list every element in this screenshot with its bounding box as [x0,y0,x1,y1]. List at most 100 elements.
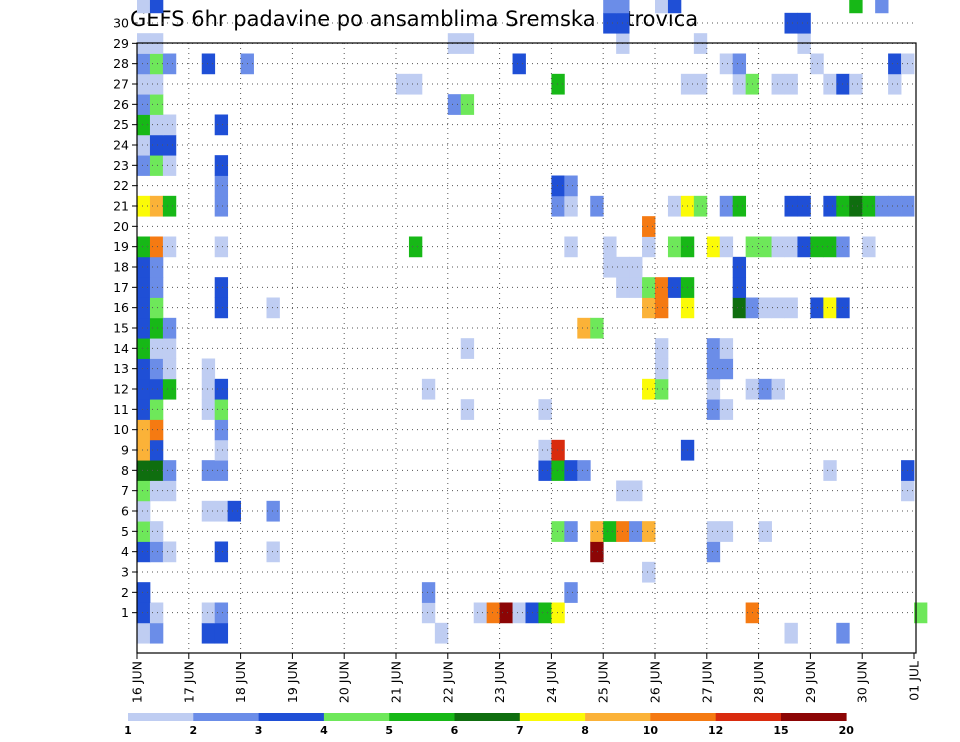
heatmap-cell [758,297,772,319]
heatmap-cell [149,521,164,542]
plot-frame [136,42,917,654]
legend-swatch [715,713,782,721]
heatmap-cell [719,338,734,359]
y-tick-label: 28 [113,56,129,71]
heatmap-cell [214,399,229,420]
heatmap-cell [771,378,785,400]
heatmap-cell [162,358,177,380]
heatmap-cell [421,378,436,400]
heatmap-cell [667,277,682,298]
heatmap-cell [590,317,604,339]
heatmap-cell [551,73,565,95]
x-tick-label: 16 JUN [130,661,145,703]
heatmap-cell [642,561,656,583]
heatmap-cell [823,195,837,217]
heatmap-cell [214,419,229,441]
heatmap-cell [564,195,578,217]
y-tick-label: 10 [113,422,129,437]
heatmap-cell [149,114,164,136]
legend-label: 20 [839,724,855,737]
heatmap-cell [137,622,151,644]
heatmap-cell [564,236,578,258]
heatmap-cell [162,378,177,400]
heatmap-cell [706,399,721,420]
heatmap-cell [577,460,591,481]
heatmap-cell [201,358,216,380]
heatmap-cell [642,216,656,237]
heatmap-cell [823,236,837,258]
legend-swatch [323,713,390,721]
heatmap-cell [732,195,747,217]
heatmap-cell [797,12,811,34]
heatmap-cell [473,602,488,624]
heatmap-cell [137,358,151,380]
heatmap-cell [655,358,669,380]
heatmap-cell [137,338,151,359]
heatmap-cell [732,297,747,319]
heatmap-cell [719,236,734,258]
x-tick-label: 19 JUN [285,661,300,703]
y-tick-label: 24 [113,138,129,153]
heatmap-cell [603,12,617,34]
heatmap-cell [266,500,280,522]
x-tick-label: 28 JUN [751,661,766,703]
y-tick-label: 21 [113,199,129,214]
heatmap-cell [201,460,216,481]
heatmap-cell [706,378,721,400]
heatmap-cell [137,460,151,481]
heatmap-cell [758,521,772,542]
heatmap-cell [538,460,552,481]
heatmap-cell [149,541,164,563]
heatmap-cell [447,94,462,115]
legend-label: 1 [124,724,132,737]
legend-label: 10 [643,724,659,737]
heatmap-cell [551,602,565,624]
x-tick-label: 01 JUL [907,661,922,701]
heatmap-cell [137,541,151,563]
heatmap-cell [214,195,229,217]
heatmap-cell [875,0,889,14]
heatmap-cell [719,358,734,380]
heatmap-cell [706,521,721,542]
heatmap-cell [214,602,229,624]
heatmap-cell [149,94,164,115]
heatmap-cell [137,114,151,136]
heatmap-cell [149,0,164,14]
heatmap-cell [603,0,617,14]
y-tick-label: 13 [113,361,129,376]
heatmap-cell [603,521,617,542]
y-tick-label: 5 [121,524,129,539]
heatmap-cell [564,460,578,481]
legend-swatch [454,713,521,721]
heatmap-cell [849,0,863,14]
heatmap-cell [162,195,177,217]
legend-label: 2 [189,724,197,737]
legend-swatch [258,713,325,721]
heatmap-cell [214,114,229,136]
heatmap-cell [162,541,177,563]
heatmap-cell [784,12,798,34]
heatmap-cell [149,73,164,95]
heatmap-cell [862,195,876,217]
heatmap-cell [784,73,798,95]
heatmap-cell [758,378,772,400]
heatmap-cell [137,582,151,603]
heatmap-cell [706,338,721,359]
heatmap-cell [499,602,513,624]
heatmap-cell [214,460,229,481]
heatmap-cell [214,439,229,461]
heatmap-cell [149,134,164,156]
heatmap-cell [137,399,151,420]
heatmap-cell [137,521,151,542]
legend-label: 15 [773,724,788,737]
y-tick-label: 27 [113,77,129,92]
heatmap-cell [603,256,617,278]
heatmap-cell [227,500,241,522]
heatmap-cell [538,602,552,624]
grid [137,22,916,653]
y-tick-label: 14 [113,341,129,356]
y-tick-label: 2 [121,585,129,600]
heatmap-cell [655,297,669,319]
heatmap-cell [667,0,682,14]
heatmap-cell [214,622,229,644]
